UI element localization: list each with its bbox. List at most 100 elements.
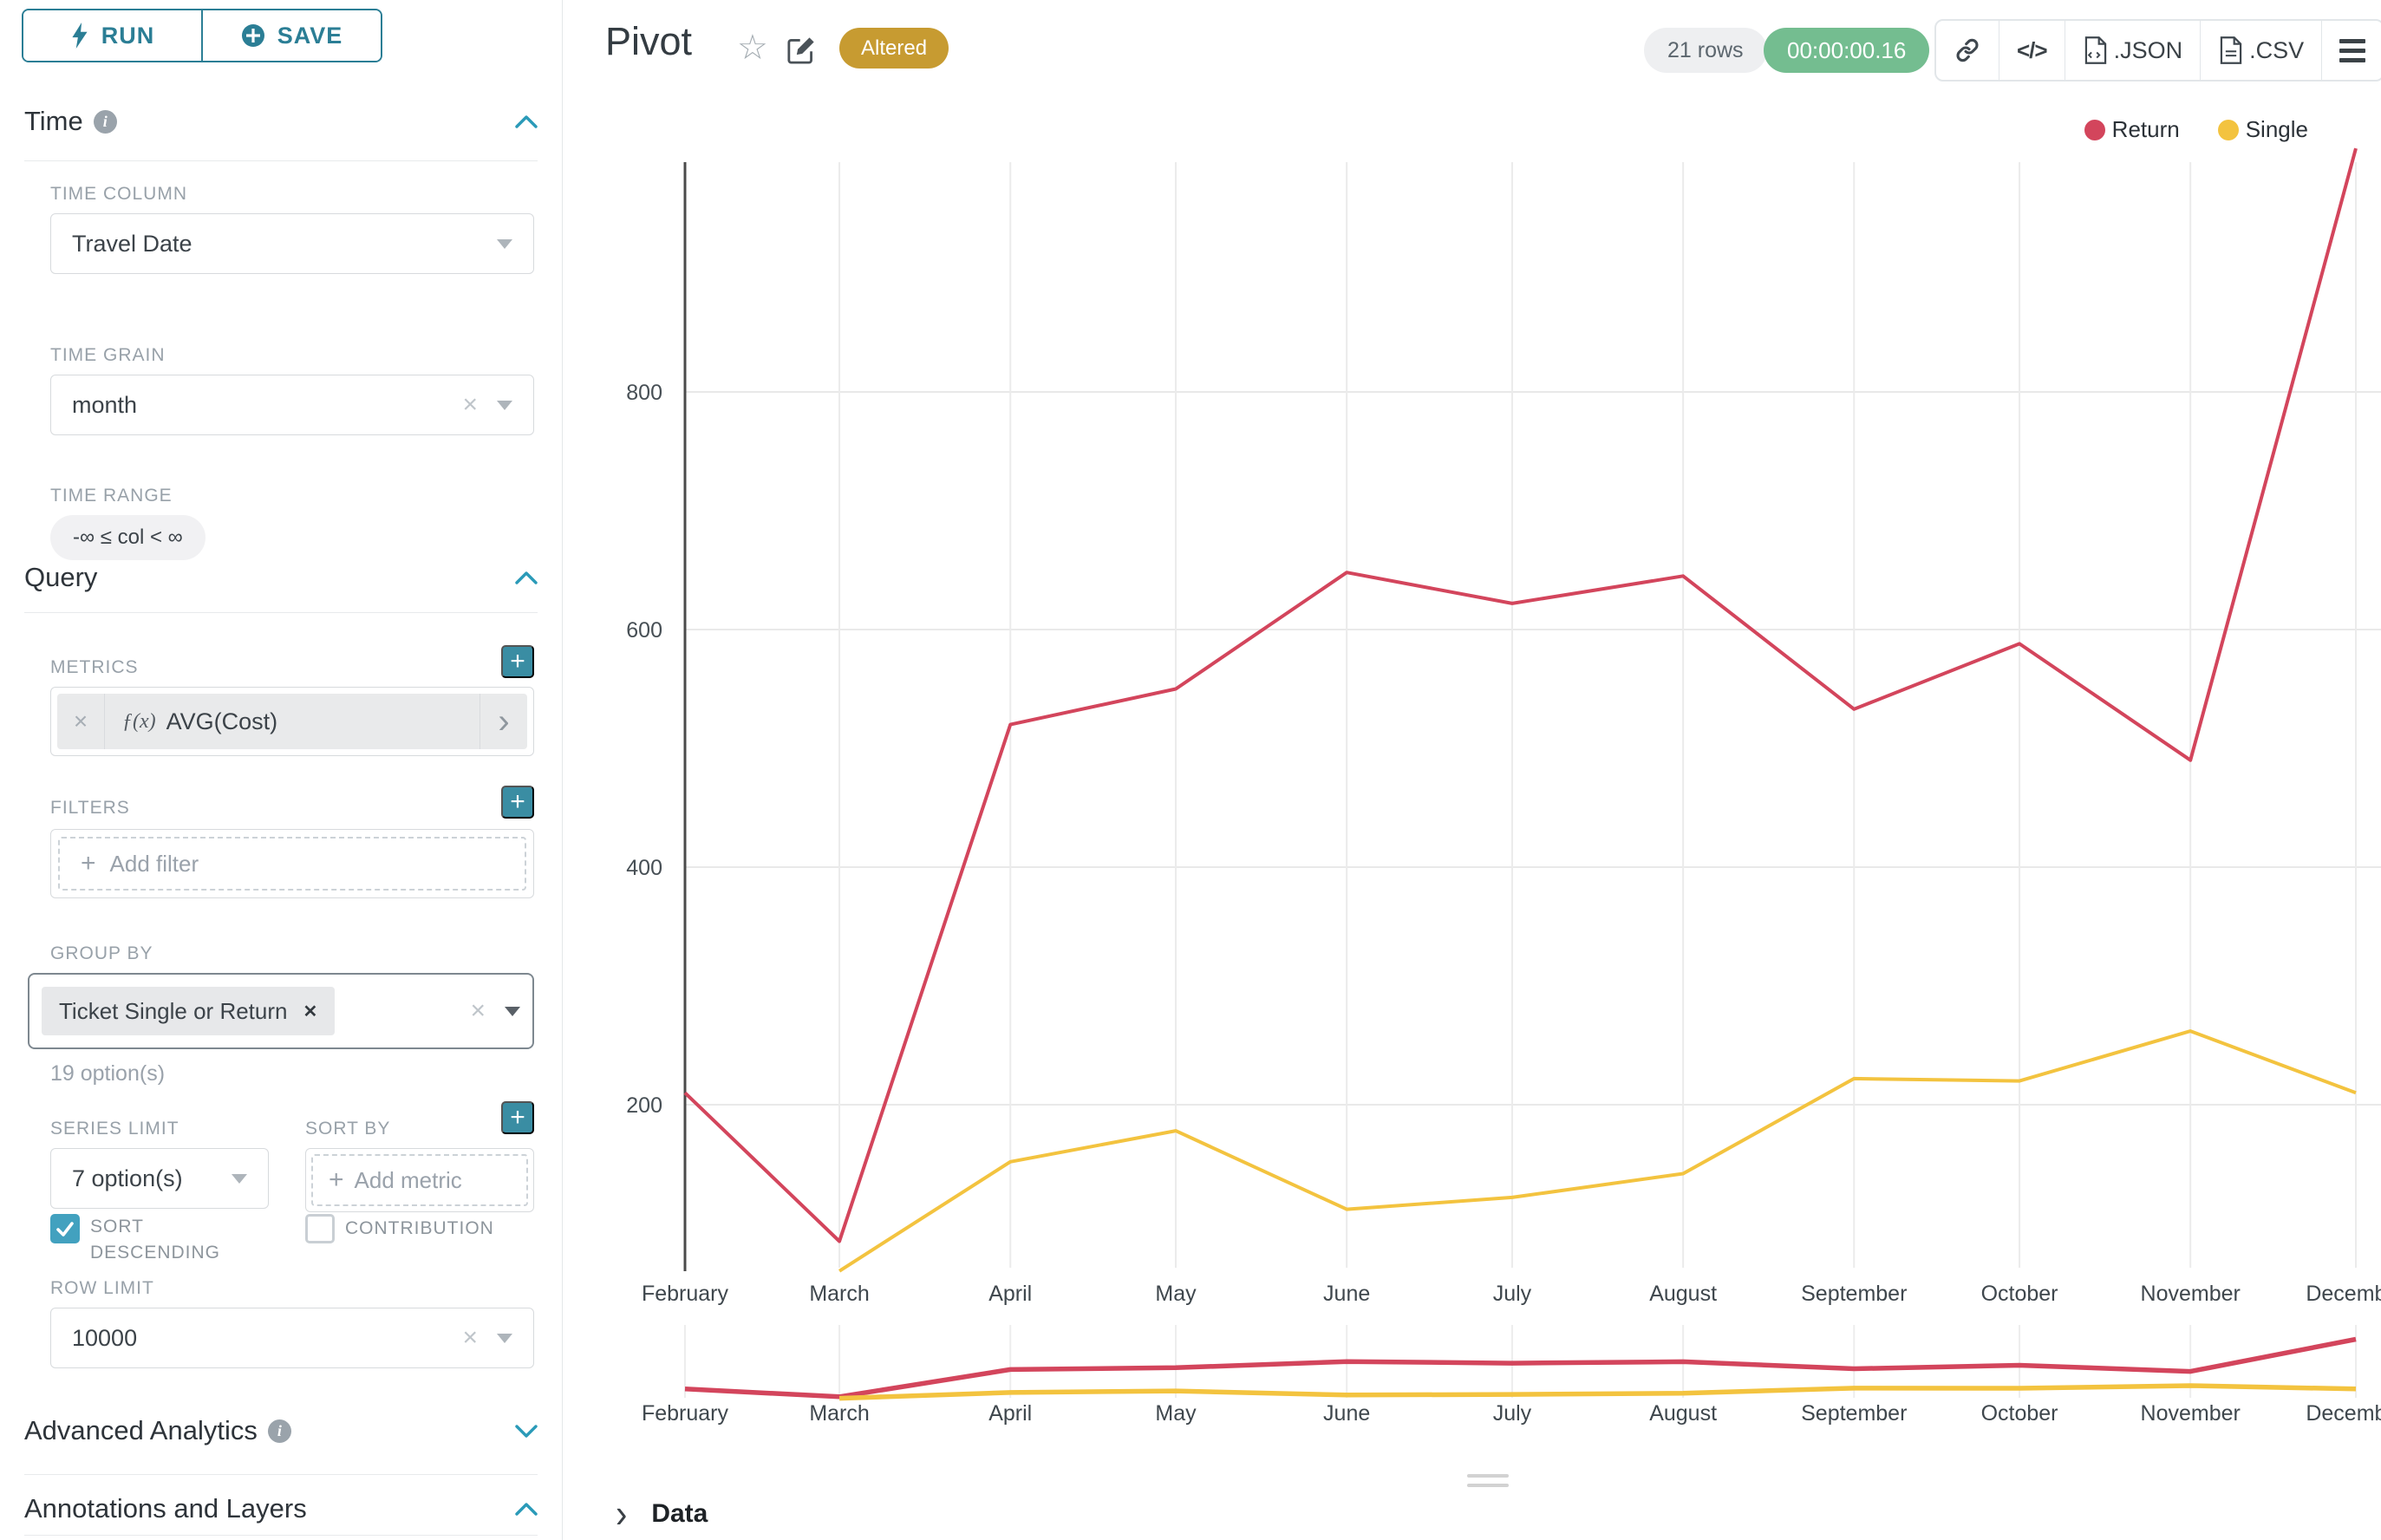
- link-icon: [1956, 38, 1979, 62]
- row-limit-label: ROW LIMIT: [50, 1278, 154, 1298]
- brush-x-axis-label: April: [988, 1401, 1032, 1426]
- save-button[interactable]: SAVE: [201, 10, 381, 61]
- group-by-tag[interactable]: Ticket Single or Return ✕: [42, 987, 336, 1035]
- view-query-button[interactable]: </>: [1999, 21, 2065, 80]
- metric-name: AVG(Cost): [166, 708, 278, 734]
- group-by-options-hint: 19 option(s): [50, 1061, 166, 1086]
- x-axis-label: March: [809, 1282, 869, 1306]
- export-json-button[interactable]: .JSON: [2064, 21, 2201, 80]
- run-button[interactable]: RUN: [23, 10, 201, 61]
- time-range-pill[interactable]: -∞ ≤ col < ∞: [50, 515, 205, 560]
- chevron-down-icon: [505, 1006, 520, 1016]
- legend-item-return[interactable]: Return: [2084, 116, 2180, 143]
- row-count-badge: 21 rows: [1644, 28, 1767, 73]
- annotations-section-header[interactable]: Annotations and Layers: [24, 1493, 538, 1524]
- chevron-down-icon: [497, 400, 512, 410]
- time-grain-select[interactable]: month ×: [50, 375, 534, 435]
- favorite-star-icon[interactable]: ☆: [737, 29, 768, 67]
- save-button-label: SAVE: [277, 22, 343, 49]
- metrics-label: METRICS: [50, 657, 139, 677]
- time-column-value: Travel Date: [72, 230, 192, 257]
- metric-pill[interactable]: × ƒ(x) AVG(Cost) ›: [57, 694, 527, 749]
- legend-item-single[interactable]: Single: [2217, 116, 2308, 143]
- sort-descending-checkbox[interactable]: [50, 1214, 80, 1243]
- add-sort-metric-dropzone[interactable]: + Add metric: [311, 1154, 528, 1206]
- filters-label: FILTERS: [50, 798, 130, 818]
- sort-descending-control: SORT DESCENDING: [50, 1214, 258, 1267]
- brush-x-axis-label: June: [1323, 1401, 1370, 1426]
- contribution-checkbox[interactable]: [305, 1214, 335, 1243]
- share-link-button[interactable]: [1936, 21, 1999, 80]
- add-metric-button[interactable]: +: [501, 645, 534, 678]
- series-limit-label: SERIES LIMIT: [50, 1119, 179, 1139]
- chart-title: Pivot: [605, 19, 693, 63]
- altered-badge[interactable]: Altered: [839, 28, 949, 69]
- remove-metric-icon[interactable]: ×: [57, 694, 105, 749]
- query-timer-badge: 00:00:00.16: [1764, 28, 1930, 73]
- menu-icon: [2339, 38, 2366, 62]
- series-line-single: [838, 1029, 2357, 1273]
- x-axis-label: April: [988, 1282, 1032, 1306]
- line-chart-canvas[interactable]: 200 400 600 800 February March April May June Jul…: [562, 78, 2381, 1457]
- chevron-down-icon: [232, 1173, 247, 1184]
- advanced-analytics-header[interactable]: Advanced Analytics i: [24, 1415, 538, 1446]
- chevron-down-icon: [497, 1333, 512, 1343]
- x-axis-label: May: [1155, 1282, 1197, 1306]
- add-filter-button[interactable]: +: [501, 786, 534, 819]
- sort-by-label: SORT BY: [305, 1119, 391, 1139]
- x-axis-label: June: [1323, 1282, 1370, 1306]
- edit-icon[interactable]: [786, 35, 817, 66]
- row-limit-value: 10000: [72, 1324, 138, 1351]
- chevron-right-icon: ›: [616, 1491, 628, 1537]
- chevron-up-icon[interactable]: [515, 1502, 538, 1516]
- time-grain-label: TIME GRAIN: [50, 345, 166, 365]
- add-sort-metric-button[interactable]: +: [501, 1101, 534, 1134]
- clear-icon[interactable]: ×: [462, 1323, 478, 1352]
- panel-resize-handle[interactable]: [1467, 1474, 1509, 1487]
- chevron-up-icon[interactable]: [515, 571, 538, 584]
- remove-tag-icon[interactable]: ✕: [303, 1002, 318, 1021]
- plus-circle-icon: [241, 24, 264, 47]
- brush-x-axis-label: September: [1801, 1401, 1907, 1426]
- data-panel-toggle[interactable]: › Data: [616, 1491, 708, 1537]
- query-section-header[interactable]: Query: [24, 562, 538, 593]
- time-section-title: Time: [24, 106, 83, 136]
- clear-icon[interactable]: ×: [462, 390, 478, 419]
- add-filter-dropzone[interactable]: + Add filter: [58, 837, 526, 891]
- clear-icon[interactable]: ×: [470, 996, 486, 1025]
- time-section-header[interactable]: Time i: [24, 106, 538, 137]
- more-options-button[interactable]: [2321, 21, 2381, 80]
- chevron-down-icon[interactable]: [515, 1424, 538, 1438]
- series-line-return: [683, 147, 2358, 1243]
- sort-by-field: + Add metric: [305, 1148, 534, 1212]
- chevron-up-icon[interactable]: [515, 114, 538, 128]
- json-file-icon: [2084, 36, 2106, 64]
- time-grain-value: month: [72, 391, 138, 418]
- row-count-label: 21 rows: [1667, 37, 1744, 62]
- time-column-label: TIME COLUMN: [50, 184, 187, 204]
- legend-label: Single: [2245, 116, 2308, 142]
- chevron-down-icon: [497, 238, 512, 249]
- function-icon: ƒ(x): [122, 709, 156, 733]
- group-by-select[interactable]: Ticket Single or Return ✕ ×: [28, 973, 534, 1049]
- contribution-label: CONTRIBUTION: [345, 1218, 494, 1238]
- y-axis-tick-label: 600: [626, 618, 662, 643]
- y-axis-tick-label: 400: [626, 856, 662, 880]
- filters-field: + Add filter: [50, 829, 534, 898]
- row-limit-select[interactable]: 10000 ×: [50, 1308, 534, 1368]
- query-section-title: Query: [24, 562, 98, 592]
- check-icon: [56, 1222, 74, 1237]
- brush-x-axis-label: March: [809, 1401, 869, 1426]
- query-timer-label: 00:00:00.16: [1787, 36, 1907, 63]
- y-axis-tick-label: 800: [626, 381, 662, 405]
- series-limit-select[interactable]: 7 option(s): [50, 1148, 269, 1209]
- brush-series-line-return: [684, 1336, 2357, 1400]
- export-csv-button[interactable]: .CSV: [2200, 21, 2321, 80]
- legend-label: Return: [2111, 116, 2180, 142]
- csv-file-icon: [2220, 36, 2242, 64]
- time-column-select[interactable]: Travel Date: [50, 213, 534, 274]
- x-axis-label: December: [2306, 1282, 2381, 1306]
- chevron-right-icon[interactable]: ›: [479, 694, 527, 749]
- control-panel-sidebar: RUN SAVE Time i TIME COLUMN Travel Date …: [0, 0, 563, 1540]
- divider: [24, 1474, 538, 1475]
